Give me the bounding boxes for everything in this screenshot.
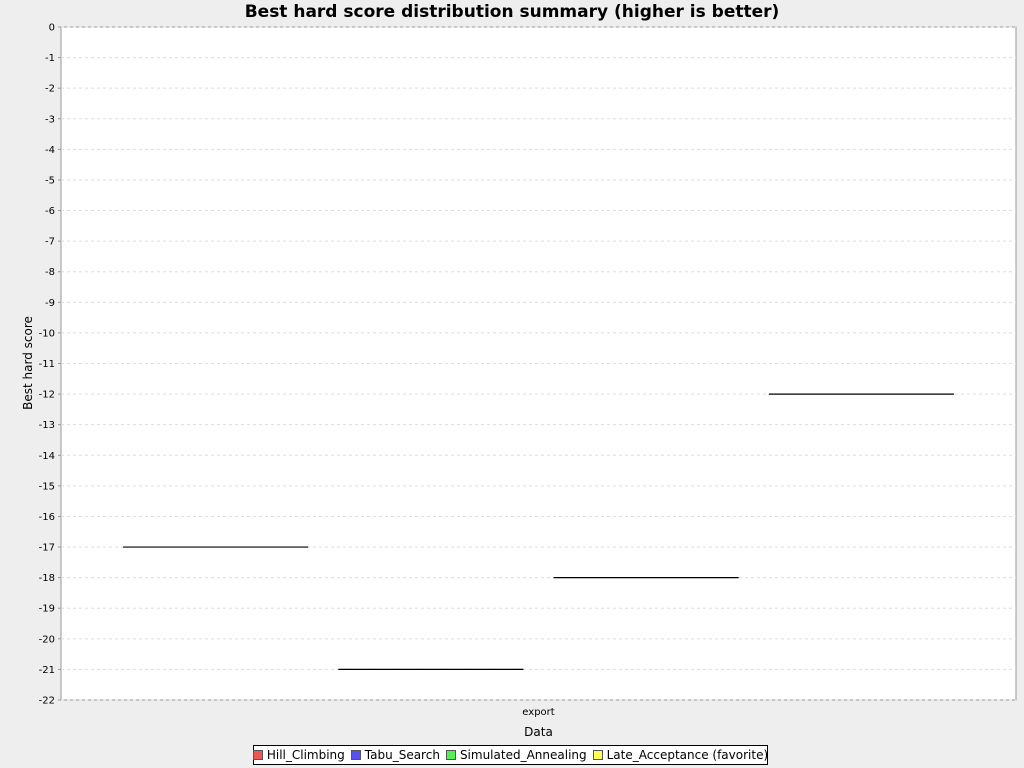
y-tick-label: -3 bbox=[45, 114, 55, 125]
y-tick-label: -4 bbox=[45, 145, 55, 156]
chart-title: Best hard score distribution summary (hi… bbox=[244, 2, 780, 22]
y-tick-label: -21 bbox=[39, 665, 55, 676]
y-tick-label: -19 bbox=[39, 604, 55, 615]
x-axis-ticks: export bbox=[522, 707, 554, 718]
y-tick-label: -17 bbox=[39, 543, 55, 554]
legend-swatch bbox=[252, 750, 263, 760]
y-tick-label: -16 bbox=[39, 512, 55, 523]
y-tick-label: -8 bbox=[45, 267, 55, 278]
y-tick-label: -12 bbox=[39, 390, 55, 401]
series-marks bbox=[123, 393, 954, 671]
y-tick-label: -5 bbox=[45, 175, 55, 186]
legend-label: Hill_Climbing bbox=[266, 748, 345, 762]
x-tick-label: export bbox=[522, 707, 554, 718]
y-tick-label: -11 bbox=[39, 359, 55, 370]
y-tick-label: -13 bbox=[39, 420, 55, 431]
y-tick-label: -22 bbox=[39, 696, 55, 707]
legend-item: Simulated_Annealing bbox=[445, 748, 587, 762]
y-tick-label: -1 bbox=[45, 53, 55, 64]
y-tick-label: -6 bbox=[45, 206, 55, 217]
legend-swatch bbox=[445, 750, 456, 760]
y-tick-label: -2 bbox=[45, 84, 55, 95]
y-tick-label: -14 bbox=[39, 451, 55, 462]
x-axis-label: Data bbox=[524, 725, 553, 739]
legend-label: Simulated_Annealing bbox=[459, 748, 587, 762]
legend-label: Tabu_Search bbox=[364, 748, 440, 762]
legend-swatch bbox=[350, 750, 361, 760]
legend-swatch bbox=[592, 750, 603, 760]
y-axis-label: Best hard score bbox=[21, 316, 35, 410]
legend-label: Late_Acceptance (favorite) bbox=[606, 748, 769, 762]
y-axis-ticks: 0 -1 -2 -3 -4 -5 -6 -7 -8 -9 -10 -11 -12 -13 -14 -15 -16… bbox=[39, 23, 61, 707]
y-tick-label: -20 bbox=[39, 634, 55, 645]
y-tick-label: -9 bbox=[45, 298, 55, 309]
legend: Hill_Climbing Tabu_Search Simulated_Anneal… bbox=[252, 745, 769, 765]
y-tick-label: -7 bbox=[45, 237, 55, 248]
y-tick-label: -18 bbox=[39, 573, 55, 584]
legend-item: Late_Acceptance (favorite) bbox=[592, 748, 769, 762]
legend-item: Tabu_Search bbox=[350, 748, 440, 762]
legend-item: Hill_Climbing bbox=[252, 748, 345, 762]
y-tick-label: -15 bbox=[39, 481, 55, 492]
y-tick-label: -10 bbox=[39, 328, 55, 339]
y-tick-label: 0 bbox=[49, 23, 55, 34]
